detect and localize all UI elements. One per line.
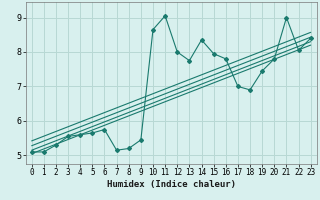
X-axis label: Humidex (Indice chaleur): Humidex (Indice chaleur) [107,180,236,189]
